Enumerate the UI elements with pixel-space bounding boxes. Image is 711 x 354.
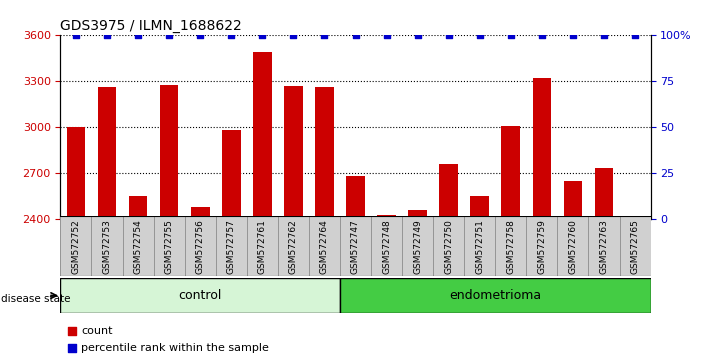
- Bar: [97, 87, 117, 354]
- Point: [629, 33, 641, 38]
- Text: GSM572755: GSM572755: [165, 219, 173, 274]
- Text: GSM572762: GSM572762: [289, 219, 298, 274]
- Text: GDS3975 / ILMN_1688622: GDS3975 / ILMN_1688622: [60, 19, 242, 33]
- Point: [225, 33, 237, 38]
- Text: percentile rank within the sample: percentile rank within the sample: [81, 343, 269, 353]
- Bar: [408, 210, 427, 354]
- Point: [536, 33, 547, 38]
- Bar: [67, 127, 85, 354]
- Bar: [594, 168, 614, 354]
- Bar: [315, 87, 333, 354]
- Point: [567, 33, 579, 38]
- Point: [443, 33, 454, 38]
- Point: [195, 33, 206, 38]
- Point: [132, 33, 144, 38]
- Text: GSM572753: GSM572753: [102, 219, 112, 274]
- Point: [505, 33, 516, 38]
- Text: GSM572749: GSM572749: [413, 219, 422, 274]
- Bar: [253, 51, 272, 354]
- Text: disease state: disease state: [1, 294, 71, 304]
- Point: [457, 283, 469, 289]
- Point: [70, 33, 82, 38]
- Point: [381, 33, 392, 38]
- Text: GSM572760: GSM572760: [568, 219, 577, 274]
- Point: [598, 33, 609, 38]
- Text: GSM572757: GSM572757: [227, 219, 236, 274]
- Point: [319, 33, 330, 38]
- Bar: [533, 78, 551, 354]
- Text: GSM572754: GSM572754: [134, 219, 143, 274]
- Text: GSM572759: GSM572759: [538, 219, 546, 274]
- Text: GSM572750: GSM572750: [444, 219, 453, 274]
- Text: GSM572761: GSM572761: [258, 219, 267, 274]
- Bar: [471, 196, 489, 354]
- FancyBboxPatch shape: [340, 278, 651, 313]
- Text: GSM572748: GSM572748: [382, 219, 391, 274]
- Bar: [626, 216, 644, 354]
- Point: [457, 127, 469, 132]
- Text: endometrioma: endometrioma: [449, 289, 541, 302]
- Point: [288, 33, 299, 38]
- FancyBboxPatch shape: [60, 278, 340, 313]
- Point: [474, 33, 486, 38]
- Bar: [160, 85, 178, 354]
- Bar: [501, 126, 520, 354]
- Text: GSM572747: GSM572747: [351, 219, 360, 274]
- Bar: [284, 86, 303, 354]
- Bar: [564, 181, 582, 354]
- Text: GSM572758: GSM572758: [506, 219, 515, 274]
- Text: count: count: [81, 326, 112, 336]
- Text: GSM572751: GSM572751: [475, 219, 484, 274]
- Text: GSM572765: GSM572765: [631, 219, 639, 274]
- Text: GSM572752: GSM572752: [72, 219, 80, 274]
- Point: [102, 33, 113, 38]
- Bar: [129, 196, 147, 354]
- Bar: [439, 164, 458, 354]
- Text: GSM572763: GSM572763: [599, 219, 609, 274]
- Bar: [191, 207, 210, 354]
- Point: [412, 33, 423, 38]
- Bar: [346, 176, 365, 354]
- Bar: [222, 130, 240, 354]
- Point: [164, 33, 175, 38]
- Text: control: control: [178, 289, 222, 302]
- Point: [257, 33, 268, 38]
- Text: GSM572756: GSM572756: [196, 219, 205, 274]
- Text: GSM572764: GSM572764: [320, 219, 329, 274]
- Point: [350, 33, 361, 38]
- Bar: [378, 215, 396, 354]
